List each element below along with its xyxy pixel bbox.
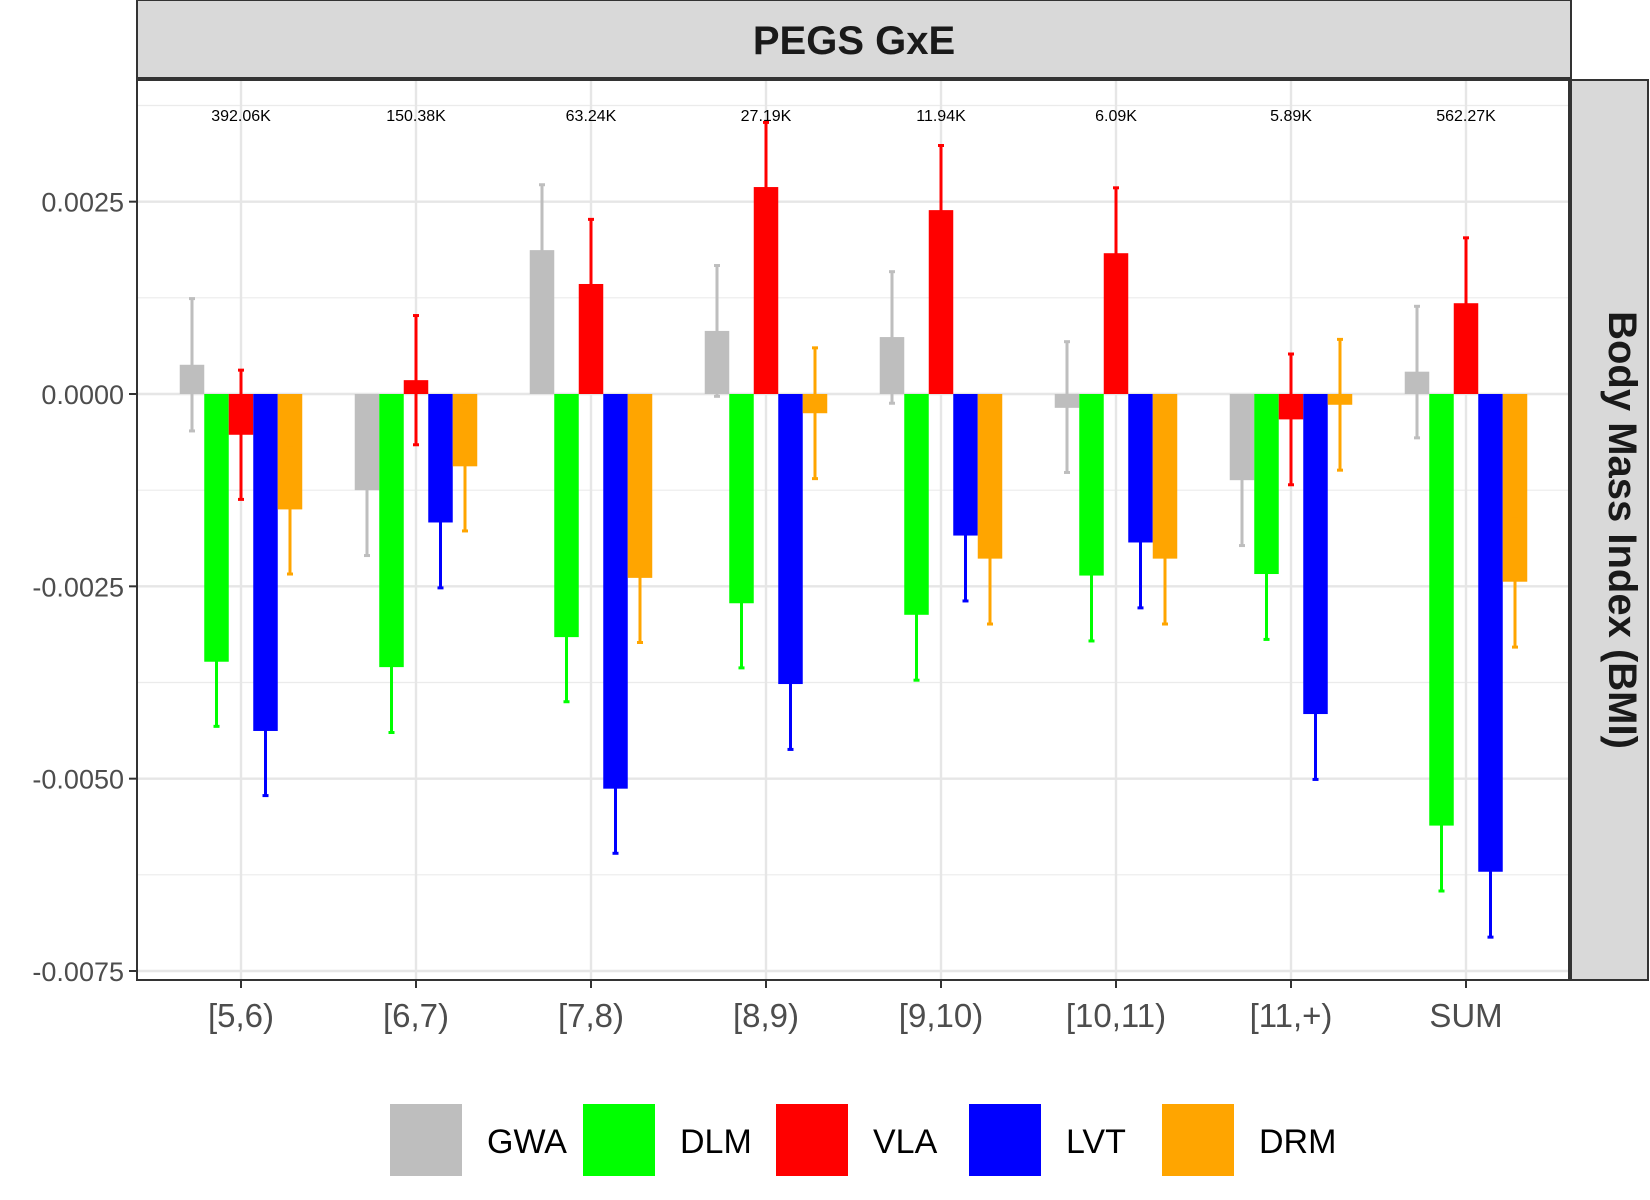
x-tick-label: [7,8) [558, 997, 624, 1034]
count-label: 562.27K [1436, 108, 1496, 125]
y-tick-label: 0.0025 [41, 188, 124, 218]
count-label: 63.24K [566, 108, 617, 125]
y-axis: 0.0025 0.0000 -0.0025 -0.0050 -0.0075 [32, 188, 137, 987]
y-tick-label: 0.0000 [41, 380, 124, 410]
legend-key-dlm [583, 1104, 655, 1176]
x-tick-label: [5,6) [208, 997, 274, 1034]
plot-panel [137, 80, 1569, 980]
legend-key-drm [1162, 1104, 1234, 1176]
legend-key-gwa [390, 1104, 462, 1176]
count-label: 11.94K [916, 108, 966, 125]
y-axis-label: Body Mass Index (BMI) [1600, 311, 1644, 749]
x-tick-label: SUM [1429, 997, 1502, 1034]
ylabel-strip [1570, 79, 1649, 981]
legend-label-dlm: DLM [680, 1123, 752, 1161]
y-tick-label: -0.0025 [32, 572, 124, 602]
plot-border [136, 79, 1570, 981]
bar-lvt [1478, 394, 1503, 872]
count-labels: 392.06K 150.38K 63.24K 27.19K 11.94K 6.09K 5.8… [211, 108, 1496, 125]
x-tick-label: [8,9) [733, 997, 799, 1034]
count-label: 392.06K [211, 108, 271, 125]
bar-dlm [1429, 394, 1454, 826]
chart-title: PEGS GxE [753, 19, 955, 63]
count-label: 5.89K [1270, 108, 1312, 125]
x-tick-label: [11,+) [1250, 997, 1333, 1034]
legend-label-gwa: GWA [487, 1123, 567, 1161]
grid [137, 80, 1569, 980]
x-tick-label: [9,10) [899, 997, 983, 1034]
legend-label-drm: DRM [1259, 1123, 1336, 1161]
legend-label-vla: VLA [873, 1123, 938, 1161]
title-strip [136, 0, 1572, 79]
x-tick-label: [10,11) [1066, 997, 1166, 1034]
y-tick-label: -0.0050 [32, 765, 124, 795]
legend-label-lvt: LVT [1066, 1123, 1126, 1161]
error-bars [189, 120, 1518, 939]
count-label: 6.09K [1095, 108, 1137, 125]
y-tick-label: -0.0075 [32, 957, 124, 987]
count-label: 150.38K [386, 108, 446, 125]
legend-key-vla [776, 1104, 848, 1176]
legend-key-lvt [969, 1104, 1041, 1176]
x-axis: [5,6) [6,7) [7,8) [8,9) [9,10) [10,11) [11,+) S… [208, 980, 1503, 1034]
count-label: 27.19K [741, 108, 792, 125]
x-tick-label: [6,7) [383, 997, 449, 1034]
legend: GWA DLM VLA LVT DRM [390, 1104, 1336, 1176]
